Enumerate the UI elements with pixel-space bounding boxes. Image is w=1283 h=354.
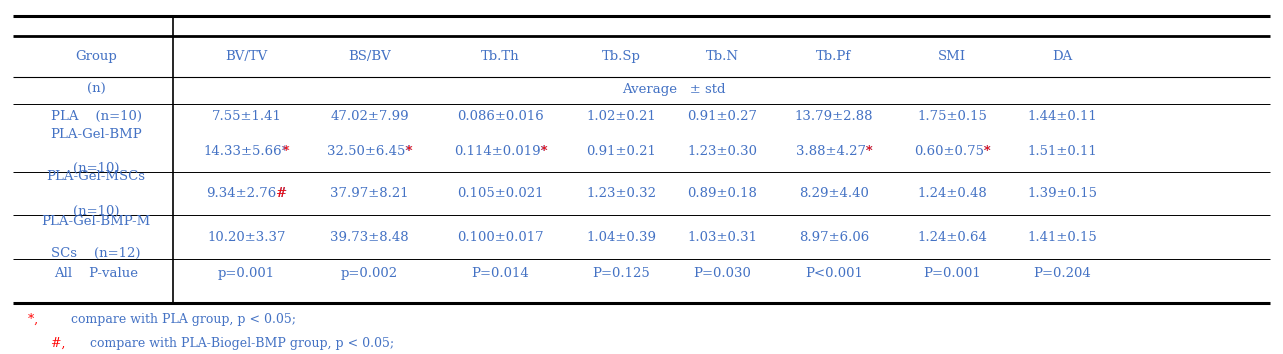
Text: 1.24±0.64: 1.24±0.64 [917,231,987,244]
Text: 47.02±7.99: 47.02±7.99 [330,110,409,122]
Text: 8.29±4.40: 8.29±4.40 [799,188,869,200]
Text: 0.114±0.019*: 0.114±0.019* [454,145,547,158]
Text: PLA-Gel-BMP: PLA-Gel-BMP [50,128,142,141]
Text: Tb.Th: Tb.Th [481,50,520,63]
Text: 1.41±0.15: 1.41±0.15 [1028,231,1097,244]
Text: 8.97±6.06: 8.97±6.06 [799,231,869,244]
Text: 1.02±0.21: 1.02±0.21 [586,110,656,122]
Text: 13.79±2.88: 13.79±2.88 [794,110,874,122]
Text: 0.89±0.18: 0.89±0.18 [688,188,757,200]
Text: Tb.Sp: Tb.Sp [602,50,640,63]
Text: Group: Group [76,50,117,63]
Text: 7.55±1.41: 7.55±1.41 [212,110,281,122]
Text: 9.34±2.76#: 9.34±2.76# [205,188,287,200]
Text: *: * [984,145,990,158]
Text: 39.73±8.48: 39.73±8.48 [330,231,409,244]
Text: Tb.N: Tb.N [706,50,739,63]
Text: All    P-value: All P-value [54,267,139,280]
Text: SMI: SMI [938,50,966,63]
Text: #,: #, [51,337,69,350]
Text: *: * [405,145,412,158]
Text: 1.23±0.30: 1.23±0.30 [688,145,757,158]
Text: P=0.125: P=0.125 [591,267,650,280]
Text: (n): (n) [87,83,105,96]
Text: p=0.002: p=0.002 [341,267,398,280]
Text: P=0.001: P=0.001 [922,267,981,280]
Text: Average   ± std: Average ± std [622,83,725,96]
Text: (n=10): (n=10) [73,205,119,217]
Text: P=0.204: P=0.204 [1033,267,1092,280]
Text: *: * [540,145,547,158]
Text: 1.03±0.31: 1.03±0.31 [688,231,757,244]
Text: compare with PLA group, p < 0.05;: compare with PLA group, p < 0.05; [71,313,295,326]
Text: *: * [866,145,872,158]
Text: SCs    (n=12): SCs (n=12) [51,247,141,259]
Text: *: * [282,145,289,158]
Text: 0.100±0.017: 0.100±0.017 [457,231,544,244]
Text: 3.88±4.27*: 3.88±4.27* [795,145,872,158]
Text: 32.50±6.45*: 32.50±6.45* [327,145,412,158]
Text: 1.23±0.32: 1.23±0.32 [586,188,656,200]
Text: BV/TV: BV/TV [226,50,267,63]
Text: 0.086±0.016: 0.086±0.016 [457,110,544,122]
Text: #: # [276,188,287,200]
Text: BS/BV: BS/BV [348,50,391,63]
Text: 1.24±0.48: 1.24±0.48 [917,188,987,200]
Text: 10.20±3.37: 10.20±3.37 [207,231,286,244]
Text: 0.105±0.021: 0.105±0.021 [457,188,544,200]
Text: 0.60±0.75*: 0.60±0.75* [913,145,990,158]
Text: 0.91±0.21: 0.91±0.21 [586,145,656,158]
Text: PLA    (n=10): PLA (n=10) [51,110,141,122]
Text: 1.39±0.15: 1.39±0.15 [1028,188,1097,200]
Text: P=0.030: P=0.030 [693,267,752,280]
Text: (n=10): (n=10) [73,162,119,175]
Text: 1.51±0.11: 1.51±0.11 [1028,145,1097,158]
Text: p=0.001: p=0.001 [218,267,275,280]
Text: 0.91±0.27: 0.91±0.27 [688,110,757,122]
Text: 1.44±0.11: 1.44±0.11 [1028,110,1097,122]
Text: Tb.Pf: Tb.Pf [816,50,852,63]
Text: P=0.014: P=0.014 [471,267,530,280]
Text: DA: DA [1052,50,1073,63]
Text: *,: *, [28,313,42,326]
Text: compare with PLA-Biogel-BMP group, p < 0.05;: compare with PLA-Biogel-BMP group, p < 0… [90,337,394,350]
Text: 14.33±5.66*: 14.33±5.66* [204,145,289,158]
Text: PLA-Gel-BMP-M: PLA-Gel-BMP-M [41,215,151,228]
Text: 1.04±0.39: 1.04±0.39 [586,231,656,244]
Text: 1.75±0.15: 1.75±0.15 [917,110,987,122]
Text: PLA-Gel-MSCs: PLA-Gel-MSCs [46,171,146,183]
Text: P<0.001: P<0.001 [804,267,863,280]
Text: 37.97±8.21: 37.97±8.21 [330,188,409,200]
